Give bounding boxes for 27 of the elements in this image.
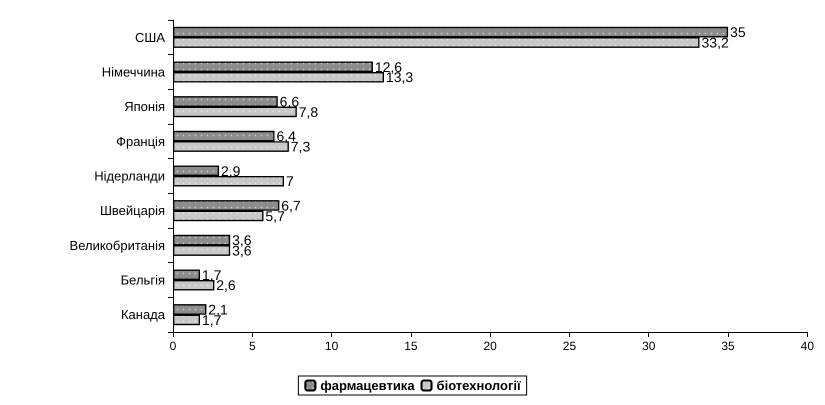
y-tick-label: Великобританія bbox=[70, 238, 165, 253]
y-tick-label: США bbox=[135, 30, 166, 45]
x-tick-label: 20 bbox=[483, 339, 498, 353]
x-tick-label: 35 bbox=[721, 339, 736, 353]
x-tick-label: 0 bbox=[170, 339, 177, 353]
legend-label: фармацевтика bbox=[320, 378, 416, 393]
y-tick-label: Німеччина bbox=[102, 64, 166, 80]
data-label: 7,8 bbox=[298, 104, 318, 120]
data-label: 33,2 bbox=[701, 34, 729, 51]
y-tick-label: Японія bbox=[124, 99, 165, 114]
x-tick-label: 30 bbox=[642, 339, 656, 353]
data-label: 6,4 bbox=[276, 128, 296, 144]
legend-label: біотехнології bbox=[436, 378, 521, 393]
x-tick-label: 15 bbox=[404, 339, 418, 353]
x-tick-label: 5 bbox=[248, 339, 256, 353]
y-tick-label: Нідерланди bbox=[94, 168, 165, 184]
y-tick-label: Бельгія bbox=[120, 272, 165, 288]
y-tick-label: Канада bbox=[120, 307, 166, 322]
x-tick-label: 40 bbox=[800, 339, 814, 353]
data-label: 35 bbox=[730, 24, 746, 40]
x-tick-label: 25 bbox=[562, 339, 576, 353]
data-label: 6,6 bbox=[280, 93, 300, 110]
y-tick-label: Швейцарія bbox=[100, 203, 165, 218]
data-label: 2,9 bbox=[220, 162, 241, 179]
data-label: 7 bbox=[286, 173, 294, 190]
y-tick-label: Франція bbox=[116, 134, 165, 149]
x-tick-label: 10 bbox=[324, 339, 339, 353]
